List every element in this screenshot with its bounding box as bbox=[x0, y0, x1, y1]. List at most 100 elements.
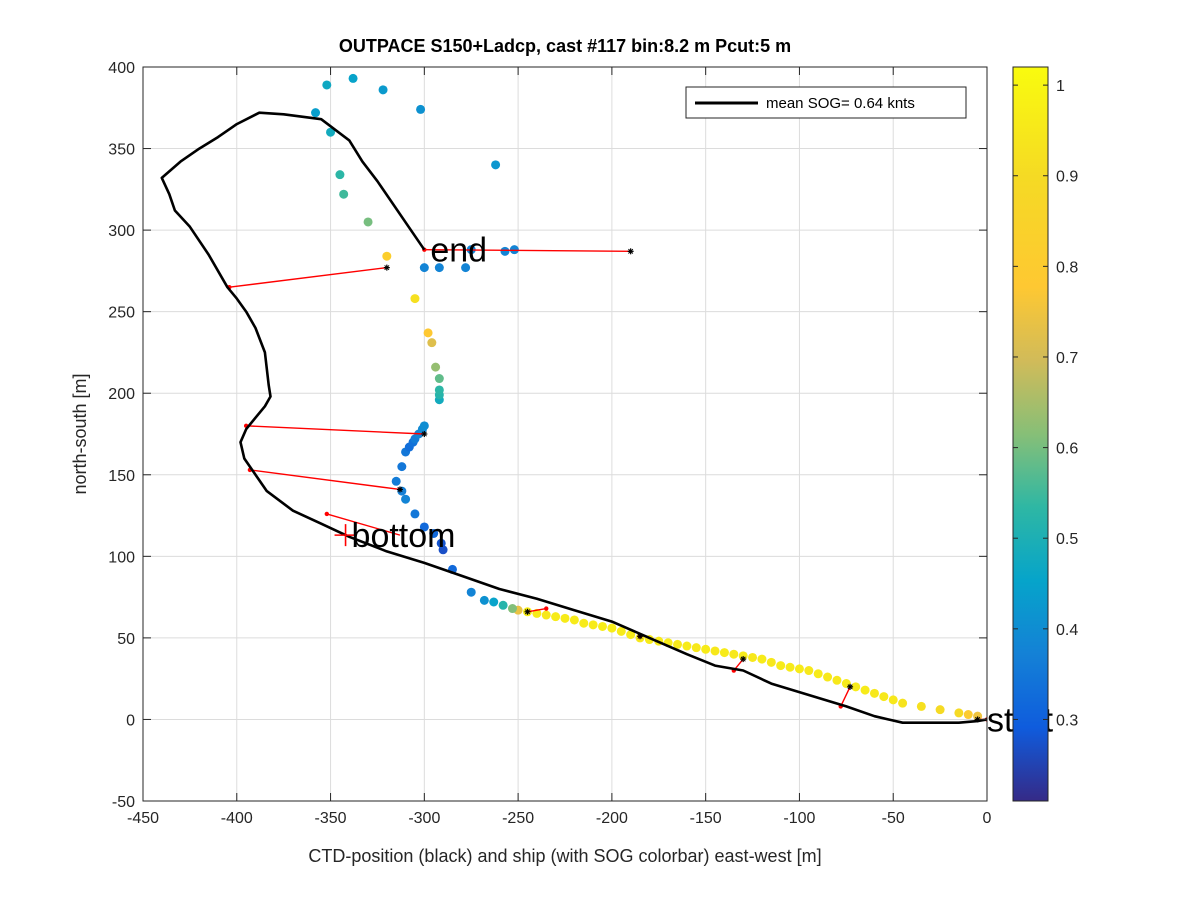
colorbar: 0.3 0.4 0.5 0.6 0.7 0.8 0.9 1 bbox=[1012, 66, 1078, 802]
asterisk-stroke bbox=[740, 656, 746, 662]
y-tick-label: 300 bbox=[108, 223, 135, 240]
axes-frame bbox=[142, 66, 988, 802]
x-tick-label: 0 bbox=[983, 810, 992, 827]
connector-segment bbox=[229, 266, 387, 288]
y-tick-label: 150 bbox=[108, 468, 135, 485]
ship-point bbox=[832, 675, 842, 685]
ship-point bbox=[757, 654, 767, 664]
y-tick-label: 100 bbox=[108, 549, 135, 566]
ship-point bbox=[551, 612, 561, 622]
ship-point bbox=[626, 630, 636, 640]
ship-point bbox=[311, 108, 321, 118]
ship-point bbox=[719, 648, 729, 658]
ship-point bbox=[701, 644, 711, 654]
ship-point bbox=[326, 127, 336, 137]
ship-point bbox=[541, 610, 551, 620]
ship-point bbox=[963, 710, 973, 720]
chart-title: OUTPACE S150+Ladcp, cast #117 bin:8.2 m … bbox=[339, 36, 791, 56]
colorbar-tick-label: 0.7 bbox=[1056, 350, 1078, 367]
ship-point bbox=[579, 618, 589, 628]
connector-segment bbox=[326, 513, 401, 536]
black-asterisk bbox=[524, 608, 531, 615]
asterisk-stroke bbox=[628, 248, 634, 254]
x-tick-label: -250 bbox=[502, 810, 534, 827]
colorbar-tick-label: 1 bbox=[1056, 78, 1065, 95]
x-tick-label: -400 bbox=[221, 810, 253, 827]
bottom-marker bbox=[334, 524, 357, 547]
connector-segment bbox=[246, 425, 425, 435]
y-tick-label: -50 bbox=[112, 794, 135, 811]
ship-point bbox=[434, 263, 444, 273]
ship-point bbox=[916, 701, 926, 711]
connector-segment bbox=[249, 469, 401, 491]
black-markers bbox=[383, 248, 981, 723]
ship-point bbox=[785, 662, 795, 672]
ship-point bbox=[776, 661, 786, 671]
x-tick-label: -450 bbox=[127, 810, 159, 827]
ship-point bbox=[410, 294, 420, 304]
x-tick-label: -300 bbox=[408, 810, 440, 827]
black-asterisk bbox=[637, 633, 644, 640]
x-axis-label: CTD-position (black) and ship (with SOG … bbox=[308, 846, 821, 866]
colorbar-tick-label: 0.9 bbox=[1056, 169, 1078, 186]
y-tick-label: 350 bbox=[108, 142, 135, 159]
asterisk-stroke bbox=[637, 633, 643, 639]
ship-point bbox=[823, 672, 833, 682]
annotation-end: end bbox=[430, 232, 487, 270]
ship-point bbox=[710, 646, 720, 656]
asterisk-stroke bbox=[524, 609, 531, 615]
black-asterisk bbox=[974, 716, 981, 723]
ship-point bbox=[378, 85, 388, 95]
y-axis-label: north-south [m] bbox=[70, 373, 90, 494]
x-ticks: -450 -400 -350 -300 -250 -200 -150 -100 -50 0 bbox=[127, 67, 992, 827]
x-tick-label: -200 bbox=[596, 810, 628, 827]
ship-point bbox=[427, 338, 437, 348]
ship-point bbox=[434, 385, 444, 395]
asterisk-stroke bbox=[384, 265, 390, 271]
ship-point bbox=[461, 263, 471, 273]
ship-point bbox=[431, 362, 441, 372]
ctd-endpoint bbox=[544, 606, 549, 611]
colorbar-ticks: 0.3 0.4 0.5 0.6 0.7 0.8 0.9 1 bbox=[1013, 78, 1078, 729]
connector-segment bbox=[840, 686, 851, 707]
ship-point bbox=[391, 476, 401, 486]
colorbar-tick-label: 0.8 bbox=[1056, 259, 1078, 276]
ship-point bbox=[879, 692, 889, 702]
ship-point bbox=[479, 595, 489, 605]
connector-segment bbox=[527, 607, 547, 613]
ship-point bbox=[410, 509, 420, 519]
ship-point bbox=[429, 528, 439, 538]
colorbar-tick-label: 0.5 bbox=[1056, 531, 1078, 548]
plot-area bbox=[143, 67, 987, 801]
ship-point bbox=[466, 587, 476, 597]
x-tick-label: -50 bbox=[882, 810, 905, 827]
ship-point bbox=[436, 538, 446, 548]
colorbar-tick-label: 0.3 bbox=[1056, 712, 1078, 729]
ship-point bbox=[507, 604, 517, 614]
ship-point bbox=[498, 600, 508, 610]
ship-point bbox=[729, 649, 739, 659]
ship-point bbox=[973, 711, 983, 721]
ship-point bbox=[335, 170, 345, 180]
connector-segment bbox=[424, 248, 631, 253]
ship-point bbox=[888, 695, 898, 705]
asterisk-stroke bbox=[975, 716, 981, 722]
ship-point bbox=[851, 682, 861, 692]
ship-point bbox=[738, 651, 748, 661]
ship-point bbox=[348, 73, 358, 83]
ship-point bbox=[397, 462, 407, 472]
ship-point bbox=[434, 374, 444, 384]
ship-point bbox=[509, 245, 519, 255]
ship-point bbox=[673, 639, 683, 649]
ship-point bbox=[382, 251, 392, 261]
ship-point bbox=[363, 217, 373, 227]
colorbar-fill bbox=[1012, 66, 1049, 802]
black-asterisk bbox=[396, 486, 403, 493]
asterisk-stroke bbox=[847, 684, 853, 690]
ship-point bbox=[935, 705, 945, 715]
y-tick-label: 0 bbox=[126, 712, 135, 729]
x-tick-label: -100 bbox=[783, 810, 815, 827]
legend: mean SOG= 0.64 knts bbox=[685, 86, 967, 119]
ship-point bbox=[419, 263, 429, 273]
